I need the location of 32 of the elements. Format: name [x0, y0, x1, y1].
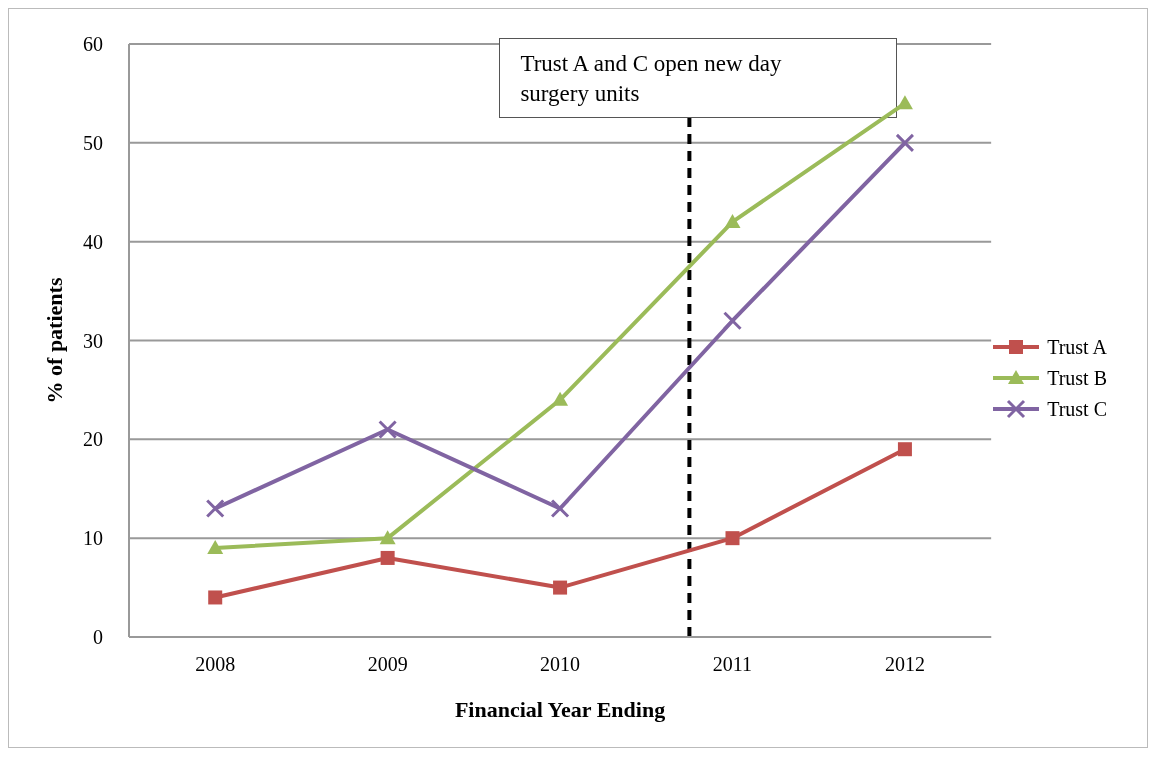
point — [378, 419, 398, 439]
y-tick-label: 30 — [83, 329, 103, 352]
point — [553, 580, 568, 595]
x-tick-label: 2008 — [195, 653, 236, 676]
x-tick-label: 2011 — [712, 653, 753, 676]
y-tick-label: 40 — [83, 230, 103, 253]
x-tick-label: 2010 — [540, 653, 581, 676]
point — [379, 530, 396, 545]
point — [725, 531, 740, 546]
point — [208, 590, 223, 605]
legend-label: Trust A — [1047, 335, 1107, 359]
point — [895, 133, 915, 153]
x-axis-title: Financial Year Ending — [454, 697, 666, 722]
y-tick-label: 60 — [83, 33, 103, 56]
point — [550, 499, 570, 519]
point — [723, 311, 742, 331]
point — [380, 550, 395, 565]
y-axis-title: % of patients — [41, 277, 67, 404]
point — [552, 391, 569, 406]
legend-label: Trust C — [1047, 397, 1107, 421]
point — [724, 213, 741, 228]
x-tick-label: 2012 — [884, 653, 925, 676]
y-tick-label: 0 — [93, 626, 103, 649]
point — [205, 499, 225, 519]
y-tick-label: 50 — [83, 131, 103, 154]
point — [207, 540, 224, 555]
x-tick-label: 2009 — [367, 653, 408, 676]
point — [897, 442, 912, 457]
text-box: Trust A and C open new day surgery units — [499, 38, 898, 118]
legend-label: Trust B — [1047, 366, 1107, 390]
y-tick-label: 10 — [83, 527, 103, 550]
y-tick-label: 20 — [83, 428, 103, 451]
